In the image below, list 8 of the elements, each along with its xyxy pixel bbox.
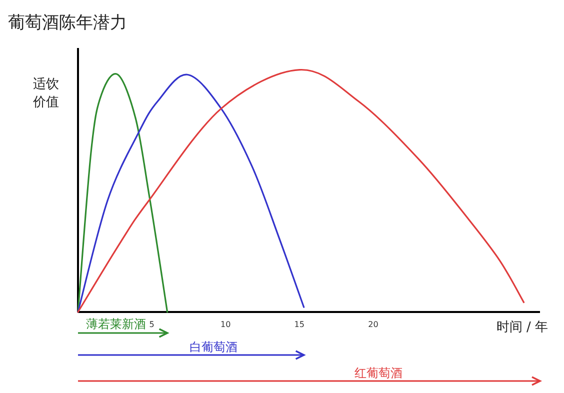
chart-title: 葡萄酒陈年潜力 <box>8 13 127 33</box>
x-axis-title: 时间 / 年 <box>496 320 548 335</box>
x-tick-label: 10 <box>220 320 231 329</box>
x-tick-label: 20 <box>368 320 378 329</box>
x-tick-label: 15 <box>294 320 304 329</box>
x-tick-label: 5 <box>149 320 154 329</box>
y-axis-title: 适饮价值 <box>32 77 59 110</box>
series-label: 薄若莱新酒 <box>86 317 146 331</box>
